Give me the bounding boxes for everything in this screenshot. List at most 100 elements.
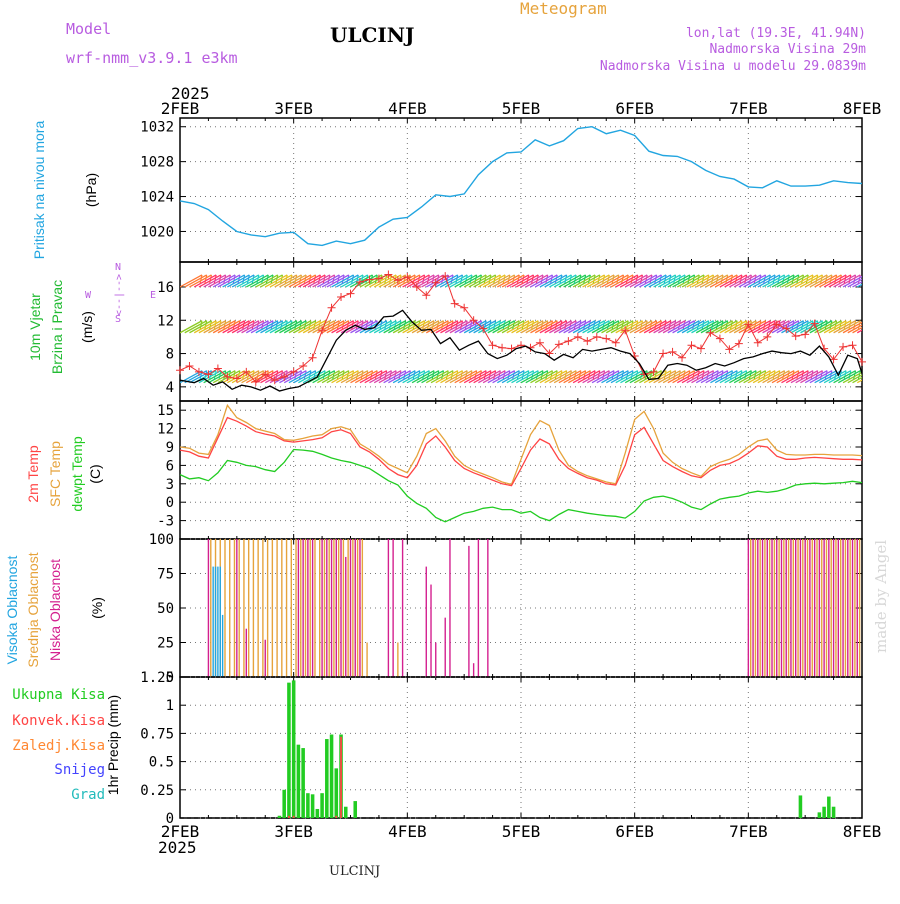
wind-barb <box>312 370 335 384</box>
wind-barb-flag <box>317 274 321 285</box>
precip-conv-bar <box>335 815 338 818</box>
wind-barb-flag <box>782 274 786 285</box>
wind-barb <box>478 320 501 334</box>
wind-barb <box>653 370 676 384</box>
wind-barb-flag <box>602 370 606 380</box>
wind-panel: 4 8 12 16 10m Vjetar Brzina i Pravac (m/s) N W <-… <box>27 261 879 402</box>
wind-barb-flag <box>824 370 828 380</box>
wind-barb-flag <box>469 320 473 330</box>
wind-barb-flag <box>668 320 672 330</box>
compass-arrows: <--|--> <box>114 274 125 316</box>
wind-barb-flag <box>436 320 440 330</box>
wind-barb-flag <box>422 320 426 330</box>
wind-barb-flag <box>819 274 823 285</box>
wind-barb-flag <box>526 370 530 380</box>
gust-marker <box>393 276 402 285</box>
wind-barb-flag <box>549 320 554 330</box>
wind-barb-flag <box>322 274 326 285</box>
wind-barb <box>255 370 279 384</box>
wind-barb <box>241 274 264 288</box>
wind-barb <box>288 370 312 384</box>
wind-barb <box>563 320 586 334</box>
gust-marker <box>403 272 412 281</box>
wind-barb <box>264 320 288 334</box>
wind-barb <box>378 320 402 334</box>
wind-barb <box>279 320 302 334</box>
wind-barb <box>653 274 676 288</box>
wind-barb-flag <box>384 370 388 380</box>
wind-barb <box>629 370 653 384</box>
wind-barb <box>307 320 331 334</box>
wind-barb-flag <box>877 321 879 330</box>
wind-barb <box>298 370 321 384</box>
wind-barb <box>454 320 478 334</box>
y-tick-label: 1.25 <box>140 670 174 686</box>
wind-barb <box>766 320 790 334</box>
model-elevation-label: Nadmorska Visina u modelu 29.0839m <box>600 59 866 74</box>
wind-barb-flag <box>327 370 331 380</box>
wind-barb <box>369 320 392 334</box>
gust-marker <box>763 332 772 341</box>
wind-barb <box>435 370 459 384</box>
wind-barb-flag <box>748 370 752 380</box>
wind-barb <box>369 370 392 384</box>
wind-barb-flag <box>554 370 558 380</box>
wind-barb-flag <box>488 370 492 380</box>
wind-barb <box>729 370 752 384</box>
wind-barb-flag <box>493 320 497 330</box>
wind-barb-flag <box>507 274 511 285</box>
wind-barb <box>283 320 307 334</box>
wind-barb-flag <box>502 274 506 285</box>
wind-barb-flag <box>218 320 222 330</box>
wind-barb-flag <box>644 274 648 285</box>
wind-barb <box>274 274 298 288</box>
wind-barb-flag <box>497 370 501 380</box>
wind-barb <box>335 320 359 334</box>
precip-total-bar <box>296 744 301 818</box>
wind-barb-flag <box>796 274 800 285</box>
wind-barb-flag <box>478 274 482 285</box>
x-tick-label-top: 3FEB <box>274 99 313 118</box>
wind-barb <box>605 274 629 288</box>
wind-barb <box>729 274 752 288</box>
wind-barb <box>530 274 553 288</box>
pressure-unit: (hPa) <box>83 173 99 207</box>
wind-barb-flag <box>422 370 426 380</box>
wind-barb-flag <box>412 370 416 380</box>
wind-barb <box>838 320 861 334</box>
wind-barb <box>241 320 264 334</box>
wind-barb <box>435 320 459 334</box>
wind-barb <box>288 320 312 334</box>
wind-barb-flag <box>696 320 700 330</box>
wind-barb-flag <box>767 370 771 380</box>
wind-barb-flag <box>298 274 302 285</box>
wind-barb <box>459 274 482 288</box>
wind-barb <box>217 320 241 334</box>
gust-marker <box>213 364 222 373</box>
wind-barb <box>558 370 582 384</box>
wind-barb <box>719 320 743 334</box>
y-tick-label: 16 <box>157 280 174 296</box>
gust-marker <box>611 338 620 347</box>
y-tick-label: 4 <box>166 380 174 396</box>
wind-barb-flag <box>677 320 681 330</box>
wind-barb-flag <box>237 320 241 330</box>
wind-barb <box>757 274 781 288</box>
wind-barb-flag <box>649 274 653 285</box>
wind-barb-flag <box>592 320 596 330</box>
wind-barb-flag <box>564 320 568 330</box>
wind-barb-flag <box>734 370 738 380</box>
wind-barb <box>184 320 208 334</box>
wind-barb <box>852 281 862 288</box>
gust-marker <box>176 366 184 375</box>
wind-barb-flag <box>512 370 516 380</box>
gust-marker <box>810 319 819 328</box>
wind-barb-flag <box>450 274 454 285</box>
gust-marker <box>204 370 213 379</box>
pressure-line <box>179 125 863 247</box>
wind-barb-flag <box>208 274 213 285</box>
wind-barb <box>615 320 639 334</box>
wind-barb-flag <box>583 370 587 380</box>
wind-barb-flag <box>606 320 610 330</box>
wind-barb <box>553 274 577 288</box>
